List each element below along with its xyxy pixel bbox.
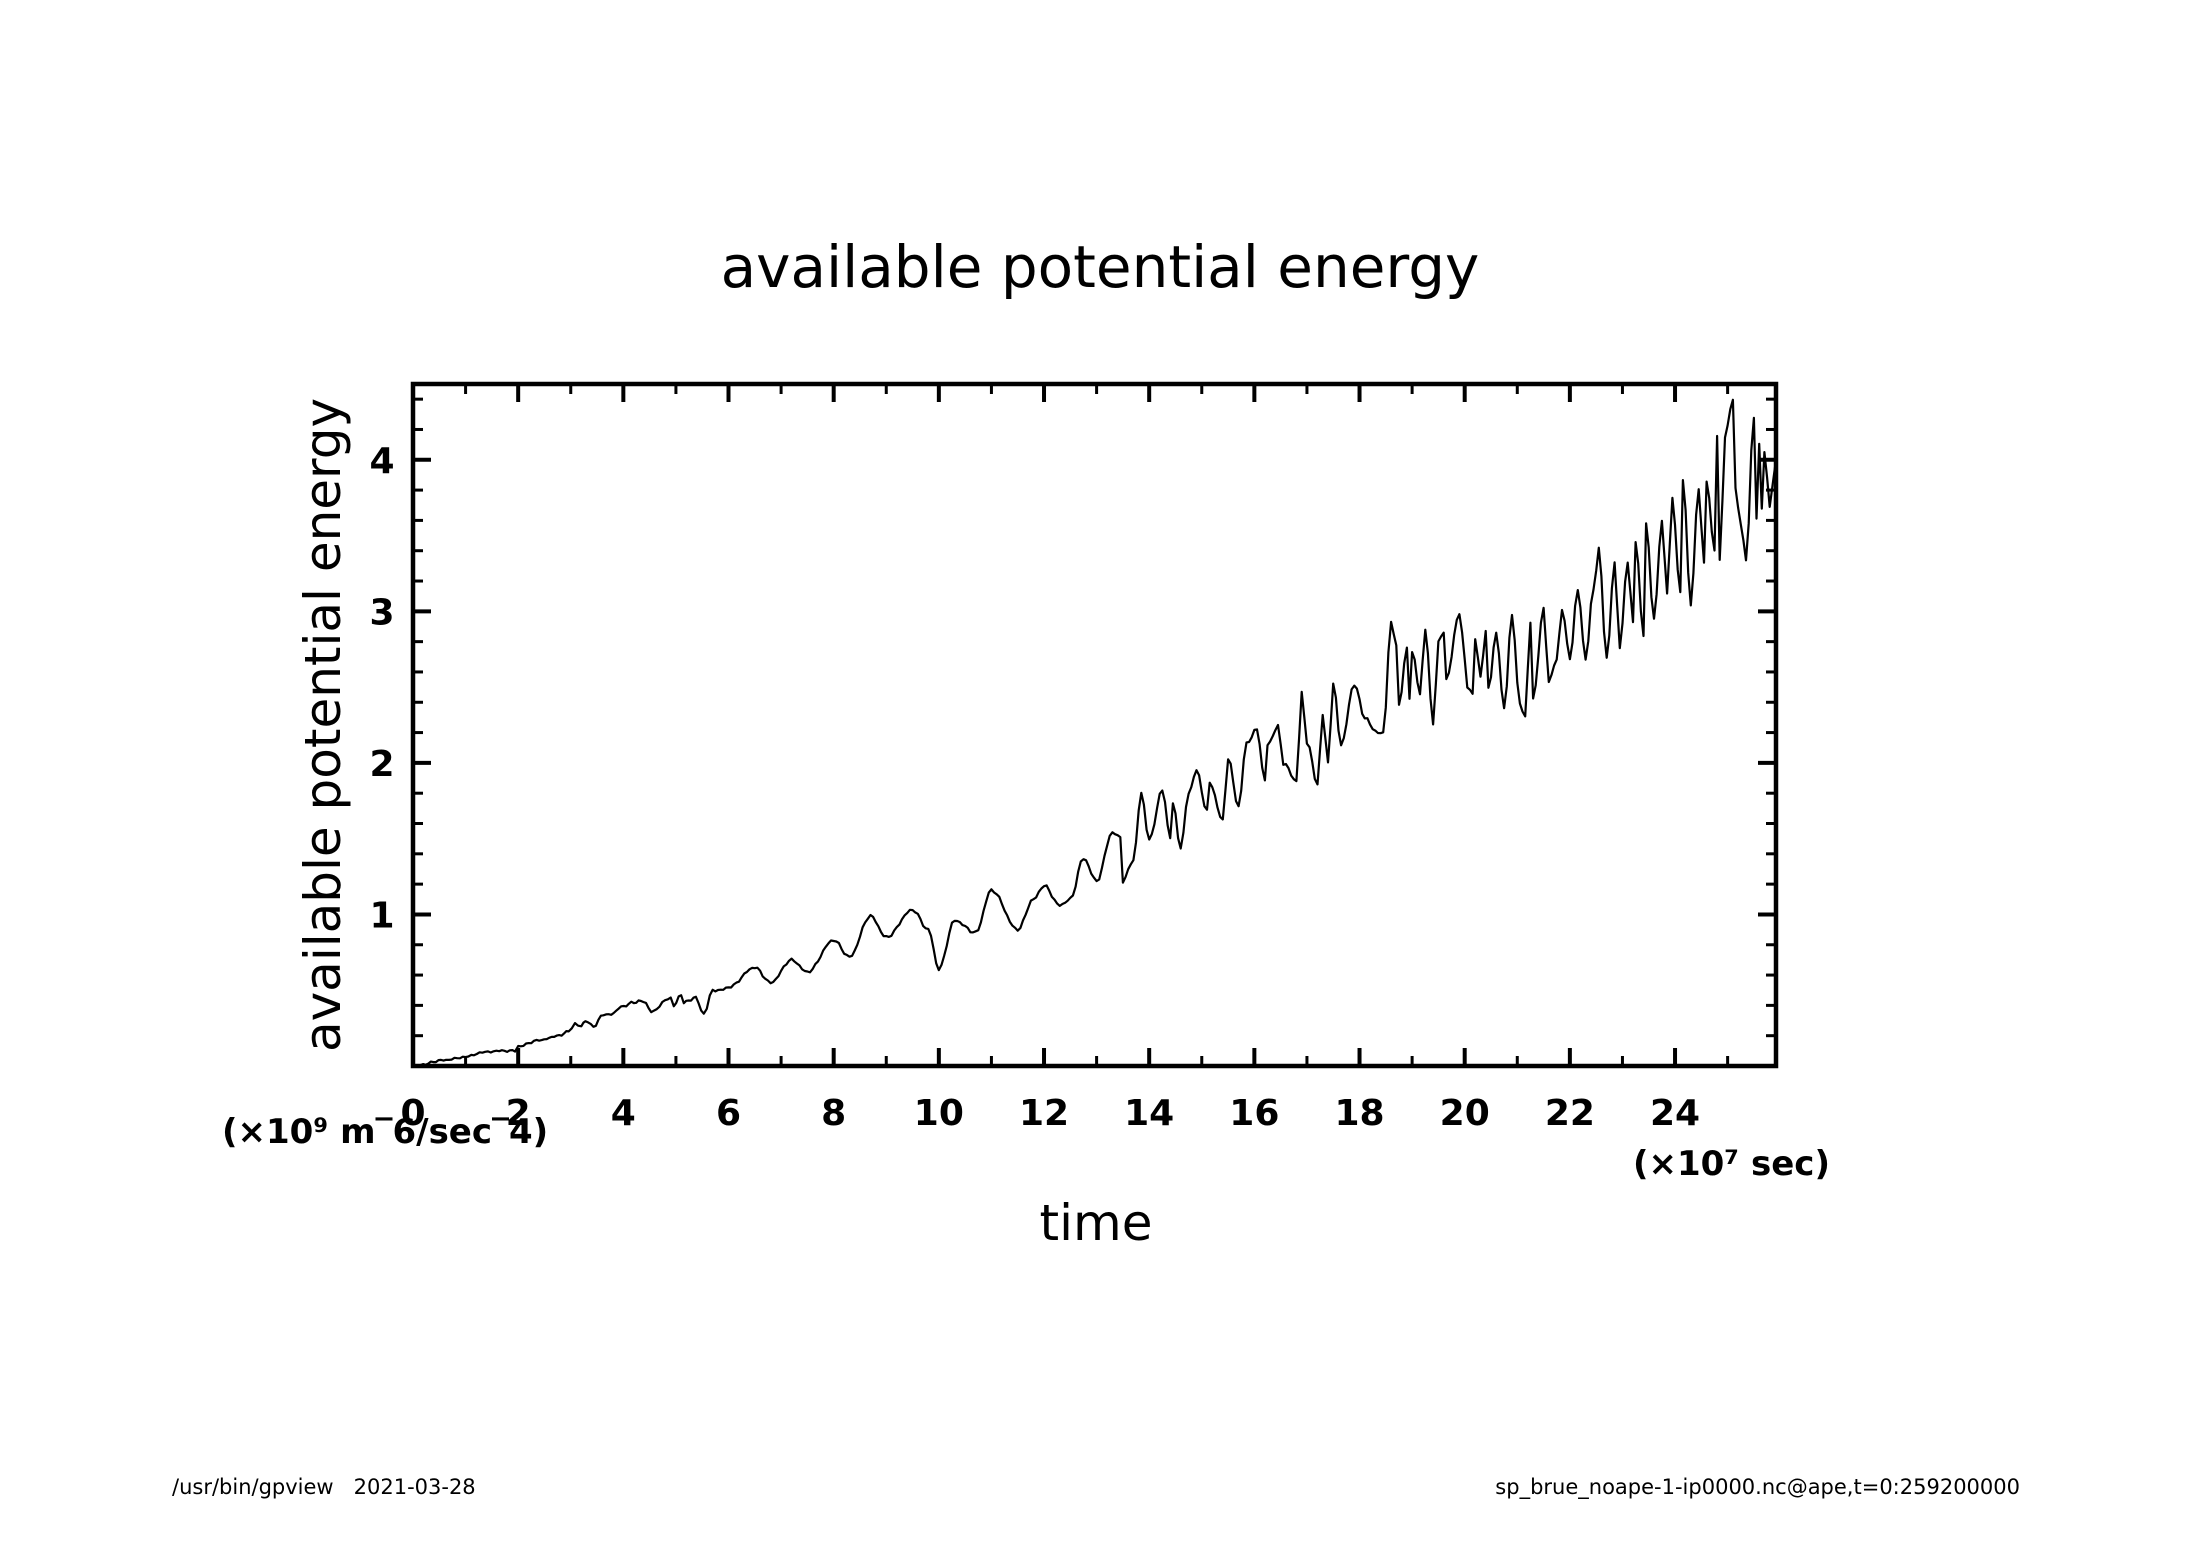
x-tick-label: 0 (400, 1093, 425, 1134)
x-tick-label: 16 (1229, 1093, 1279, 1134)
x-tick-label: 24 (1650, 1093, 1700, 1134)
x-tick-label: 4 (611, 1093, 636, 1134)
y-unit-label: (×10⁹ m‾6/sec‾4) (222, 1112, 548, 1152)
y-tick-label: 3 (369, 592, 394, 633)
x-tick-label: 22 (1545, 1093, 1595, 1134)
y-tick-label: 1 (369, 895, 394, 936)
series-line (412, 398, 1778, 1068)
x-axis-label: time (1040, 1194, 1153, 1252)
x-tick-label: 6 (716, 1093, 741, 1134)
footer-right: sp_brue_noape-1-ip0000.nc@ape,t=0:259200… (1495, 1475, 2020, 1500)
axis-ticks (411, 384, 1776, 1066)
x-tick-label: 8 (821, 1093, 846, 1134)
y-axis-label: available potential energy (294, 398, 352, 1052)
y-tick-label: 2 (369, 744, 394, 785)
y-tick-labels: 1 2 3 4 (369, 441, 394, 937)
chart-title: available potential energy (721, 233, 1480, 301)
x-tick-labels: 0 2 4 6 8 10 12 14 16 18 20 22 24 (400, 1093, 1700, 1134)
x-unit-label: (×10⁷ sec) (1633, 1144, 1830, 1184)
x-tick-label: 2 (506, 1093, 531, 1134)
x-tick-label: 14 (1124, 1093, 1174, 1134)
x-tick-label: 18 (1334, 1093, 1384, 1134)
x-tick-label: 10 (914, 1093, 964, 1134)
y-tick-label: 4 (369, 441, 394, 482)
x-tick-label: 20 (1440, 1093, 1490, 1134)
x-tick-label: 12 (1019, 1093, 1069, 1134)
plot-frame (410, 381, 1779, 1069)
footer-left: /usr/bin/gpview 2021-03-28 (172, 1475, 476, 1499)
